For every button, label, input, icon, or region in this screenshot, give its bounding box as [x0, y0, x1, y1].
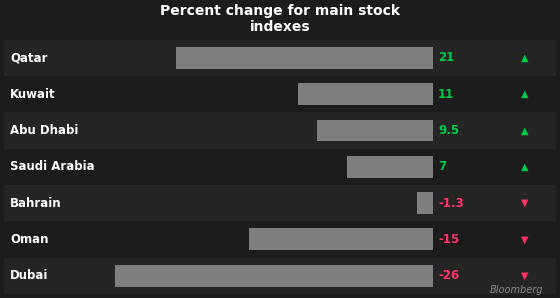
Text: Oman: Oman: [10, 233, 49, 246]
Text: 7: 7: [438, 160, 446, 173]
Text: ▲: ▲: [521, 53, 529, 63]
Bar: [4, 221, 556, 257]
Bar: [4, 40, 556, 76]
Bar: [4, 149, 556, 185]
Text: Dubai: Dubai: [10, 269, 49, 282]
Bar: [176, 47, 433, 69]
Text: ▲: ▲: [521, 89, 529, 99]
Title: Percent change for main stock
indexes: Percent change for main stock indexes: [160, 4, 400, 34]
Bar: [417, 192, 433, 214]
Text: -26: -26: [438, 269, 459, 282]
Text: ▼: ▼: [521, 198, 529, 208]
Bar: [298, 83, 433, 105]
Text: ▲: ▲: [521, 125, 529, 136]
Text: Kuwait: Kuwait: [10, 88, 56, 101]
Bar: [317, 119, 433, 141]
Text: ▼: ▼: [521, 234, 529, 244]
Bar: [114, 265, 433, 287]
Text: Bloomberg: Bloomberg: [489, 285, 543, 295]
Bar: [4, 76, 556, 112]
Text: -15: -15: [438, 233, 459, 246]
Text: -1.3: -1.3: [438, 197, 464, 209]
Text: ▲: ▲: [521, 162, 529, 172]
Bar: [249, 229, 433, 250]
Text: 11: 11: [438, 88, 454, 101]
Bar: [4, 112, 556, 149]
Text: 9.5: 9.5: [438, 124, 459, 137]
Text: Qatar: Qatar: [10, 51, 48, 64]
Text: ▼: ▼: [521, 271, 529, 281]
Bar: [4, 185, 556, 221]
Text: Saudi Arabia: Saudi Arabia: [10, 160, 95, 173]
Text: Bahrain: Bahrain: [10, 197, 62, 209]
Text: 21: 21: [438, 51, 454, 64]
Text: Abu Dhabi: Abu Dhabi: [10, 124, 78, 137]
Bar: [4, 257, 556, 294]
Bar: [347, 156, 433, 178]
